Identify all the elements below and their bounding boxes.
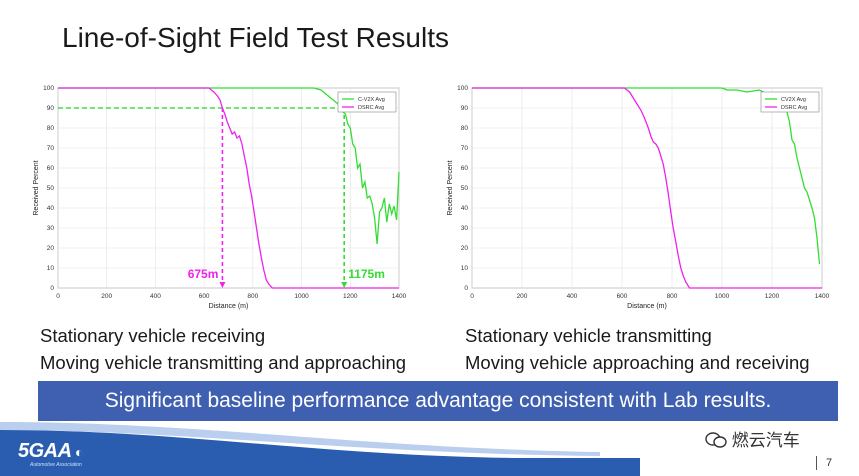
chart-1-y-tick-label: 100 bbox=[457, 85, 468, 92]
chart-1-y-tick-label: 30 bbox=[461, 225, 469, 232]
chart-left: 0 200 400 600 800 1000 1200 1400 0 10 20 30 40 50 60 70… bbox=[33, 85, 407, 310]
chart-1-legend-label-1: DSRC Avg bbox=[781, 105, 807, 111]
chart-0-x-tick-label: 1000 bbox=[294, 293, 309, 300]
chart-1-x-tick-label: 800 bbox=[667, 293, 678, 300]
chart-0-x-tick-label: 0 bbox=[56, 293, 60, 300]
chart-1-y-tick-label: 80 bbox=[461, 125, 469, 132]
chart-1-x-tick-label: 600 bbox=[617, 293, 628, 300]
chart-0-legend-label-1: DSRC Avg bbox=[358, 105, 384, 111]
chart-1-y-tick-label: 0 bbox=[464, 285, 468, 292]
chart-0-annotation-label-1: 1175m bbox=[348, 267, 385, 281]
chart-0-y-tick-label: 80 bbox=[47, 125, 55, 132]
5gaa-logo-icon: 5GAA ◐ bbox=[18, 440, 83, 462]
chart-1-legend-label-0: CV2X Avg bbox=[781, 97, 806, 103]
footer-band bbox=[0, 422, 640, 476]
chart-1-y-tick-label: 90 bbox=[461, 105, 469, 112]
chart-0-series-line-0 bbox=[58, 87, 400, 245]
chart-0-y-axis-label: Received Percent bbox=[33, 160, 40, 215]
chart-1-y-tick-label: 20 bbox=[461, 245, 469, 252]
wechat-icon bbox=[705, 432, 727, 448]
chart-0-y-tick-label: 40 bbox=[47, 205, 55, 212]
chart-1-y-tick-label: 70 bbox=[461, 145, 469, 152]
chart-0-y-tick-label: 20 bbox=[47, 245, 55, 252]
chart-1-x-tick-label: 400 bbox=[567, 293, 578, 300]
chart-1-series-line-0 bbox=[472, 87, 821, 265]
chart-0-annotation-arrow-1 bbox=[341, 282, 348, 288]
chart-0-y-tick-label: 90 bbox=[47, 105, 55, 112]
caption-right: Stationary vehicle transmitting Moving v… bbox=[465, 322, 810, 376]
chart-0-x-tick-label: 800 bbox=[247, 293, 258, 300]
chart-1-y-tick-label: 50 bbox=[461, 185, 469, 192]
chart-1-x-axis-label: Distance (m) bbox=[627, 303, 667, 310]
watermark-text: 燃云汽车 bbox=[731, 431, 800, 450]
chart-1-x-tick-label: 200 bbox=[517, 293, 528, 300]
chart-1-y-tick-label: 40 bbox=[461, 205, 469, 212]
chart-0-x-tick-label: 1200 bbox=[343, 293, 358, 300]
conclusion-banner: Significant baseline performance advanta… bbox=[38, 381, 838, 421]
chart-1-series-line-1 bbox=[472, 87, 822, 289]
chart-0-y-tick-label: 100 bbox=[43, 85, 54, 92]
chart-0-x-tick-label: 400 bbox=[150, 293, 161, 300]
slide-title: Line-of-Sight Field Test Results bbox=[62, 22, 449, 53]
chart-1-x-tick-label: 1000 bbox=[715, 293, 730, 300]
chart-0-x-tick-label: 600 bbox=[199, 293, 210, 300]
chart-0-annotation-arrow-0 bbox=[219, 282, 226, 288]
chart-0-y-tick-label: 70 bbox=[47, 145, 55, 152]
chart-1-x-tick-label: 1200 bbox=[765, 293, 780, 300]
chart-right: 0 200 400 600 800 1000 1200 1400 0 10 20 30 40 50 60 70… bbox=[447, 85, 830, 310]
chart-0-x-tick-label: 200 bbox=[101, 293, 112, 300]
logo-subtext: Automotive Association bbox=[30, 462, 82, 468]
page-number: 7 bbox=[826, 457, 833, 469]
caption-left-line-1: Stationary vehicle receiving bbox=[40, 325, 266, 346]
chart-0-x-tick-label: 1400 bbox=[392, 293, 407, 300]
chart-1-y-axis-label: Received Percent bbox=[447, 160, 454, 215]
chart-0-y-tick-label: 60 bbox=[47, 165, 55, 172]
caption-right-line-1: Stationary vehicle transmitting bbox=[465, 325, 712, 346]
chart-0-y-tick-label: 50 bbox=[47, 185, 55, 192]
chart-0-y-tick-label: 0 bbox=[50, 285, 54, 292]
chart-1-x-tick-label: 0 bbox=[470, 293, 474, 300]
chart-0-x-axis-label: Distance (m) bbox=[209, 303, 249, 310]
caption-left-line-2: Moving vehicle transmitting and approach… bbox=[40, 352, 407, 373]
chart-0-annotation-label-0: 675m bbox=[188, 267, 219, 281]
watermark: 燃云汽车 bbox=[705, 426, 800, 451]
caption-right-line-2: Moving vehicle approaching and receiving bbox=[465, 352, 810, 373]
chart-1-x-tick-label: 1400 bbox=[815, 293, 830, 300]
chart-0-series-line-1 bbox=[58, 87, 399, 289]
chart-0-y-tick-label: 10 bbox=[47, 265, 55, 272]
caption-left: Stationary vehicle receiving Moving vehi… bbox=[40, 322, 406, 376]
chart-0-y-tick-label: 30 bbox=[47, 225, 55, 232]
chart-1-y-tick-label: 60 bbox=[461, 165, 469, 172]
chart-1-y-tick-label: 10 bbox=[461, 265, 469, 272]
chart-0-legend-label-0: C-V2X Avg bbox=[358, 97, 385, 103]
page-divider bbox=[816, 456, 817, 470]
